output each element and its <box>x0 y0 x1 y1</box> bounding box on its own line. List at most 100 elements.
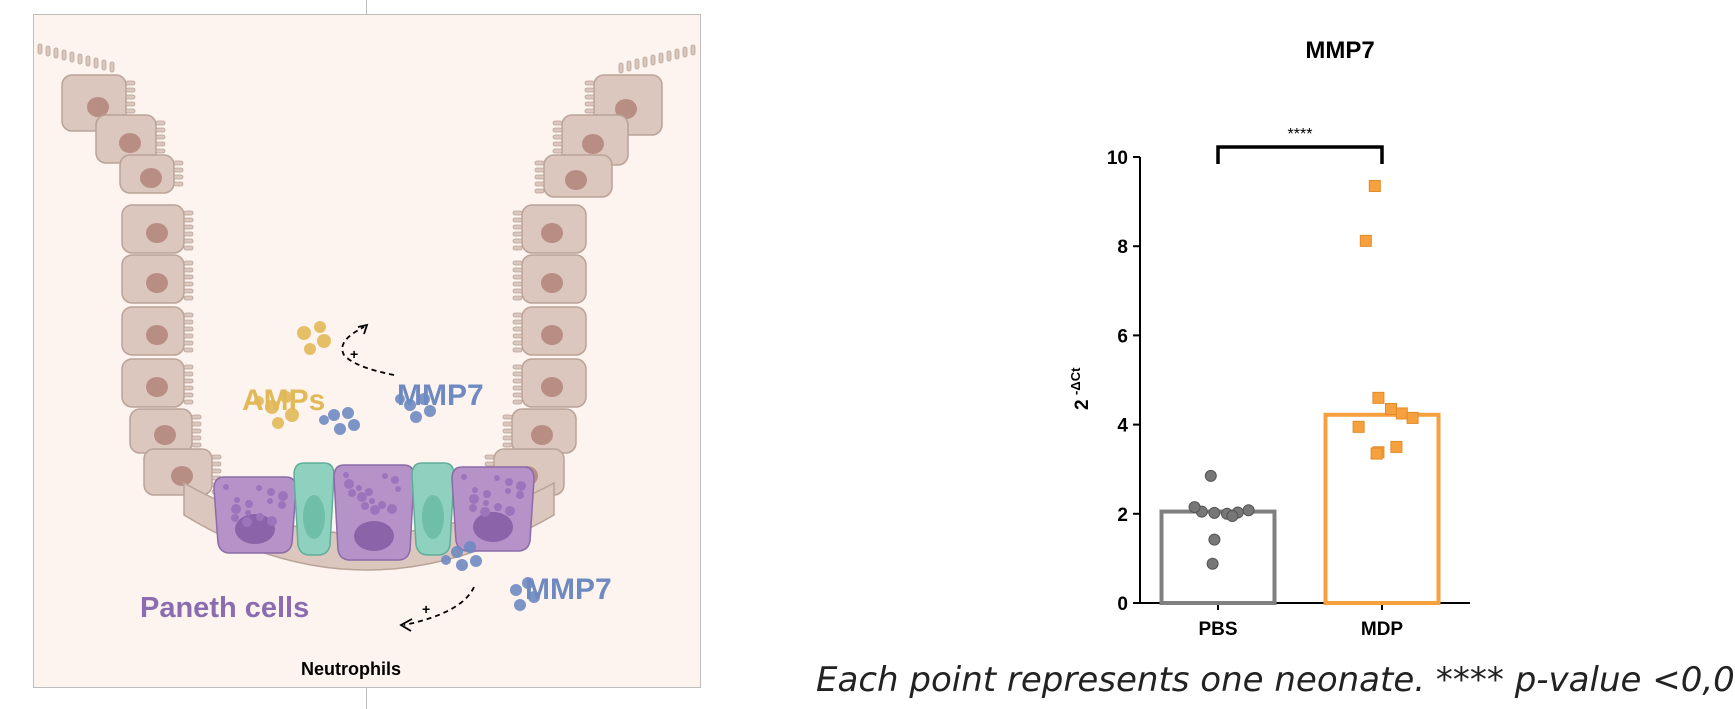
microvillus <box>211 454 222 460</box>
microvillus <box>502 442 513 448</box>
mmp7-granule <box>470 555 482 567</box>
paneth-granule <box>505 488 511 494</box>
bar-pbs <box>1159 509 1277 606</box>
microvillus <box>512 385 523 391</box>
data-point-mdp <box>1352 420 1365 433</box>
microvillus <box>512 340 523 346</box>
microvillus <box>53 47 59 59</box>
mmp7-granule <box>510 584 522 596</box>
epithelial-nucleus <box>119 133 141 153</box>
microvillus <box>512 245 523 251</box>
paneth-granule <box>483 490 491 498</box>
paneth-granule <box>267 516 277 526</box>
microvillus <box>155 134 166 140</box>
microvillus <box>634 58 640 70</box>
microvillus <box>183 238 194 244</box>
data-point-mdp <box>1368 179 1381 192</box>
microvillus <box>191 442 202 448</box>
microvillus <box>155 141 166 147</box>
microvillus <box>155 120 166 126</box>
paneth-granule <box>231 504 241 514</box>
mmp7-granule <box>334 423 346 435</box>
epithelial-cell <box>119 154 184 194</box>
epithelial-nucleus <box>541 377 563 397</box>
amps-label: AMPs <box>242 384 326 417</box>
microvillus <box>155 127 166 133</box>
mmp7-granule <box>410 411 422 423</box>
data-point-pbs <box>1204 469 1217 482</box>
mmp7-granule <box>514 599 526 611</box>
paneth-granule <box>256 513 264 521</box>
microvillus <box>690 44 696 56</box>
microvillus <box>674 48 680 60</box>
paneth-granule <box>472 487 478 493</box>
epithelial-nucleus <box>140 168 162 188</box>
amp-granule <box>304 343 316 355</box>
microvillus <box>534 167 545 173</box>
epithelial-cell <box>121 204 194 254</box>
divider-line-bottom <box>366 688 367 709</box>
microvillus <box>173 167 184 173</box>
microvillus <box>183 326 194 332</box>
microvillus <box>183 288 194 294</box>
microvillus <box>183 224 194 230</box>
paneth-granule <box>387 504 397 514</box>
microvillus <box>584 108 595 114</box>
epithelial-cell <box>121 358 194 408</box>
epithelial-cell <box>512 306 587 356</box>
mmp7-granule <box>522 577 534 589</box>
microvillus <box>37 43 43 55</box>
microvillus <box>626 60 632 72</box>
microvillus <box>85 55 91 67</box>
paneth-nucleus <box>354 521 394 551</box>
microvillus <box>484 454 495 460</box>
data-point-mdp <box>1390 440 1403 453</box>
microvillus <box>484 461 495 467</box>
microvillus <box>584 94 595 100</box>
significance-stars: **** <box>1288 126 1313 143</box>
paneth-granule <box>469 494 479 504</box>
y-tick-label: 6 <box>1117 326 1128 347</box>
microvillus <box>183 281 194 287</box>
amp-granule <box>265 400 279 414</box>
microvillus <box>183 210 194 216</box>
microvillus <box>512 312 523 318</box>
microvillus <box>552 141 563 147</box>
paneth-granule <box>494 503 502 511</box>
microvillus <box>512 274 523 280</box>
paneth-granule <box>356 485 362 491</box>
microvillus <box>512 238 523 244</box>
epithelial-nucleus <box>615 99 637 119</box>
paneth-granule <box>461 474 467 480</box>
microvillus <box>183 260 194 266</box>
paneth-granule <box>267 488 275 496</box>
paneth-granule <box>365 488 373 496</box>
y-tick-label: 8 <box>1117 237 1128 258</box>
paneth-granule <box>516 481 526 491</box>
intestinal-crypt-illustration: + + AMPs MMP7 MMP7 Paneth cells Neutrophi… <box>33 14 701 688</box>
microvillus <box>512 371 523 377</box>
paneth-cells-label: Paneth cells <box>140 592 310 624</box>
epithelial-nucleus <box>541 223 563 243</box>
data-point-pbs <box>1208 506 1221 519</box>
chemotaxis-arrow <box>403 586 475 626</box>
microvillus <box>61 49 67 61</box>
plus-sign-bottom: + <box>422 601 430 617</box>
paneth-nucleus <box>473 512 513 542</box>
amp-granule <box>272 417 284 429</box>
microvillus <box>512 224 523 230</box>
paneth-granule <box>343 472 349 478</box>
microvillus <box>512 392 523 398</box>
microvillus <box>183 217 194 223</box>
y-axis-label-exponent: -ΔCt <box>1068 367 1083 395</box>
amp-granule <box>297 326 311 340</box>
microvillus <box>109 61 115 73</box>
microvillus <box>173 174 184 180</box>
microvillus <box>584 80 595 86</box>
microvillus <box>552 148 563 154</box>
microvillus <box>125 108 136 114</box>
microvillus <box>125 80 136 86</box>
microvillus <box>191 428 202 434</box>
microvillus <box>125 101 136 107</box>
mmp7-granule <box>348 419 360 431</box>
